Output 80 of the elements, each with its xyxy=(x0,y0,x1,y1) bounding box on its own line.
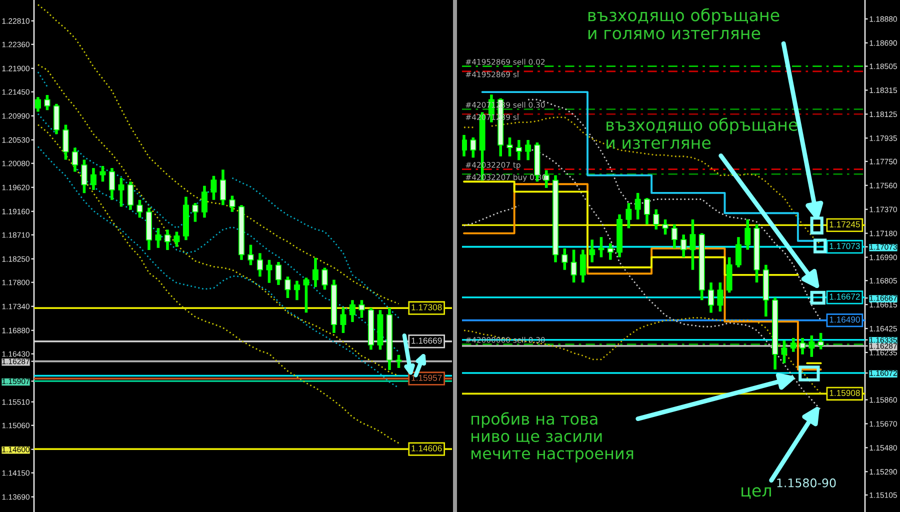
ref-line-label: 1.16669 xyxy=(412,338,442,344)
candlestick xyxy=(303,276,310,314)
line-series xyxy=(463,317,822,394)
candlestick xyxy=(349,298,356,324)
candlestick xyxy=(562,247,568,272)
candlestick xyxy=(598,236,604,259)
candlestick xyxy=(589,238,596,264)
candlestick xyxy=(275,260,282,286)
candlestick xyxy=(220,168,226,207)
candlestick xyxy=(680,233,687,259)
annotation: цел xyxy=(742,487,771,499)
candlestick xyxy=(462,134,467,158)
candlestick xyxy=(662,218,668,236)
ref-line-label: 1.17308 xyxy=(412,304,442,310)
candlestick xyxy=(708,281,714,314)
candlestick xyxy=(818,332,824,351)
candlestick xyxy=(690,218,696,272)
annotation: пробив на това ниво ще засили мечите настроения xyxy=(472,412,634,462)
candlestick xyxy=(781,339,788,365)
line-series xyxy=(463,204,520,226)
candlestick xyxy=(322,266,328,292)
candlestick xyxy=(717,281,724,313)
candlestick xyxy=(62,123,69,162)
annotation: възходящо обръщане и голямо изтегляне xyxy=(588,8,780,40)
candlestick xyxy=(174,230,180,248)
candlestick xyxy=(34,96,41,114)
candlestick xyxy=(192,202,198,224)
candlestick xyxy=(248,243,254,267)
annotation: 1.1580-90 xyxy=(777,478,836,488)
line-series xyxy=(37,64,400,376)
candlestick xyxy=(340,306,346,334)
candlestick xyxy=(800,336,806,356)
annotation: възходящо обръщане и изтегляне xyxy=(606,118,798,149)
candlestick xyxy=(90,166,96,192)
candlestick xyxy=(580,248,586,284)
candlestick xyxy=(100,164,106,184)
candlestick xyxy=(44,94,50,112)
candlestick xyxy=(312,256,318,288)
candlestick xyxy=(470,136,476,160)
candlestick xyxy=(744,218,751,252)
candlestick xyxy=(164,228,170,252)
candlestick xyxy=(671,223,678,250)
candlestick xyxy=(127,180,134,212)
candlestick xyxy=(516,138,522,162)
candlestick xyxy=(294,279,300,302)
candlestick xyxy=(358,298,365,320)
candlestick xyxy=(136,198,143,220)
candlestick xyxy=(653,208,660,231)
candlestick xyxy=(266,258,272,284)
line-series xyxy=(37,146,400,388)
ref-line-label: 1.16672 xyxy=(830,294,860,300)
line-series xyxy=(37,124,400,444)
candlestick xyxy=(201,184,208,220)
candlestick xyxy=(735,236,742,269)
line-series xyxy=(37,4,400,304)
candlestick xyxy=(607,242,614,262)
candlestick xyxy=(108,166,115,202)
candlestick xyxy=(396,354,402,370)
candlestick xyxy=(155,226,162,250)
candlestick xyxy=(626,202,632,230)
candlestick xyxy=(118,176,124,208)
ref-line-label: 1.17073 xyxy=(830,243,860,250)
candlestick xyxy=(256,252,263,278)
candlestick xyxy=(790,336,796,354)
ref-line-label: 1.16490 xyxy=(830,316,860,323)
ref-line-label: 1.15957 xyxy=(412,374,442,381)
candlestick xyxy=(525,138,532,162)
candlestick xyxy=(634,192,641,221)
ref-line-label: 1.17245 xyxy=(830,221,860,228)
ref-line-label: 1.14606 xyxy=(412,445,442,452)
candlestick xyxy=(570,248,577,284)
candlestick xyxy=(229,194,236,214)
candlestick xyxy=(808,334,815,358)
candlestick xyxy=(506,136,513,158)
candlestick xyxy=(72,146,78,174)
candlestick xyxy=(284,275,291,300)
ref-line-label: 1.15908 xyxy=(830,390,860,396)
candlestick xyxy=(210,174,217,202)
candlestick xyxy=(81,158,88,194)
candlestick xyxy=(644,196,650,226)
